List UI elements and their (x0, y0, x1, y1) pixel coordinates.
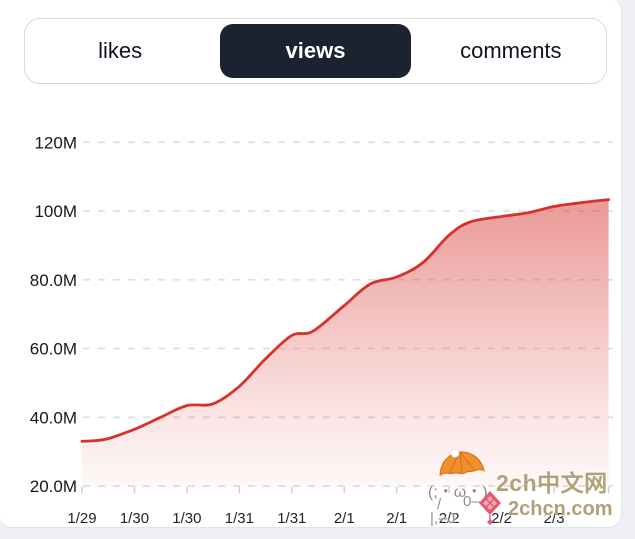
x-axis-tick-label: 1/31 (277, 510, 306, 527)
y-axis-tick-label: 80.0M (30, 271, 77, 290)
y-axis-tick-label: 20.0M (30, 477, 77, 496)
x-axis-tick-label: 1/30 (172, 510, 201, 527)
tab-likes[interactable]: likes (98, 38, 143, 63)
x-axis-tick-label: 1/30 (120, 510, 149, 527)
x-axis-tick-label: 1/31 (225, 510, 254, 527)
y-axis-tick-label: 120M (34, 133, 77, 152)
tab-comments[interactable]: comments (460, 38, 562, 63)
metric-tab-bar: likes views comments (24, 18, 607, 84)
x-axis-tick-label: 1/29 (67, 510, 96, 527)
x-axis-tick-label: 2/1 (334, 510, 355, 527)
y-axis-tick-label: 100M (34, 202, 77, 221)
x-axis-tick-label: 2/2 (491, 510, 512, 527)
views-trend-area (82, 199, 609, 488)
tab-views[interactable]: views (220, 24, 411, 78)
x-axis-tick-label: 2/3 (544, 510, 565, 527)
x-axis-tick-label: 2/1 (386, 510, 407, 527)
y-axis-tick-label: 60.0M (30, 340, 77, 359)
views-trend-chart: 20.0M 40.0M 60.0M 80.0M 100M 120M 1/29 1/30 1/30… (30, 133, 613, 527)
views-trend-line (80, 198, 610, 443)
x-axis-tick-label: 2/2 (439, 510, 460, 527)
y-axis-tick-label: 40.0M (30, 408, 77, 427)
